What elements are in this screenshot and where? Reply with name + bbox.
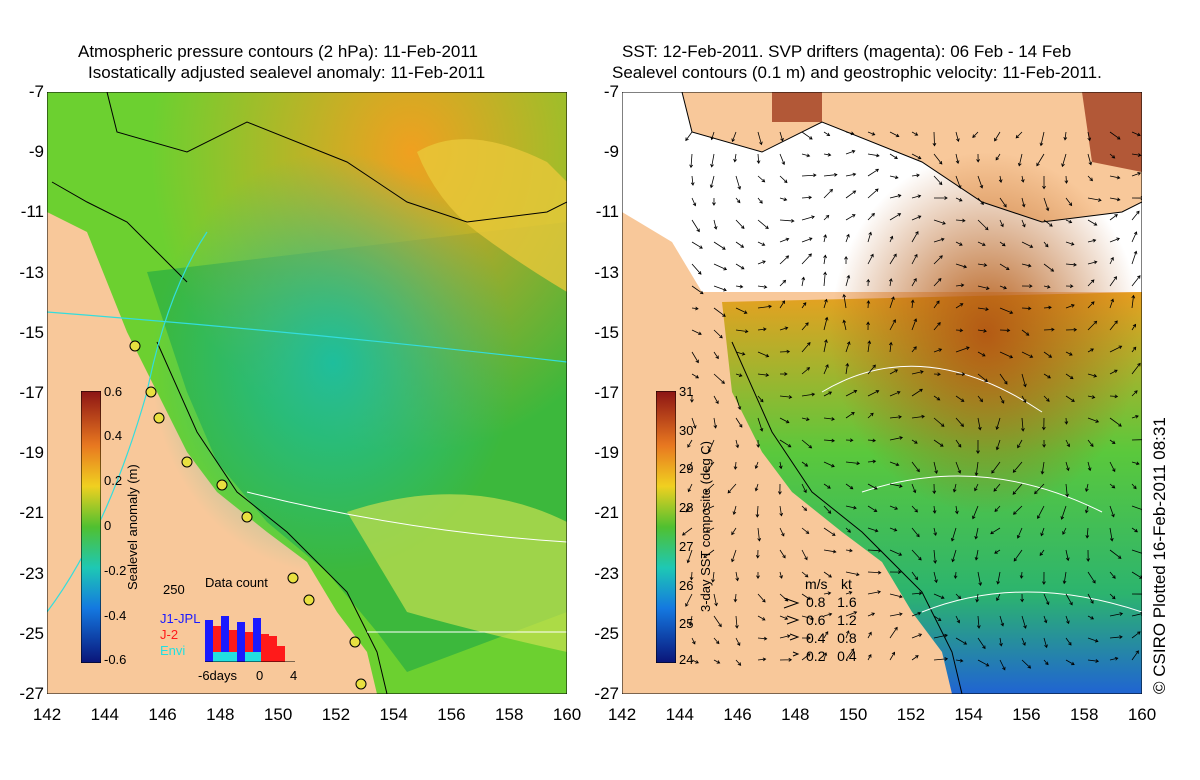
right-colorbar — [656, 391, 676, 663]
y-axis-label: -25 — [19, 623, 44, 643]
velocity-legend-arrows — [783, 597, 800, 657]
x-axis-label: 154 — [379, 705, 408, 724]
right-title-line2: Sealevel contours (0.1 m) and geostrophi… — [612, 63, 1102, 82]
x-axis-label: 152 — [896, 705, 926, 724]
x-axis-label: 156 — [1012, 705, 1041, 724]
x-axis-label: 158 — [495, 705, 524, 724]
left-colorbar — [81, 391, 101, 663]
velocity-row: 0.6 1.2 — [806, 612, 857, 628]
y-axis-label: -21 — [19, 503, 44, 523]
x-axis-label: 148 — [206, 705, 235, 724]
left-title-line1: Atmospheric pressure contours (2 hPa): 1… — [78, 42, 479, 61]
right-colorbar-tick: 27 — [679, 539, 694, 554]
y-axis-label: -17 — [594, 383, 619, 402]
right-title-line1: SST: 12-Feb-2011. SVP drifters (magenta)… — [622, 42, 1072, 61]
x-axis-label: 150 — [838, 705, 868, 724]
y-axis-label: -9 — [28, 142, 44, 162]
x-axis-label: 144 — [90, 705, 119, 724]
x-axis-label: 152 — [321, 705, 351, 724]
mission-j2: J-2 — [160, 627, 179, 642]
x-axis-label: 150 — [263, 705, 293, 724]
x-axis-label: 148 — [781, 705, 810, 724]
velocity-units-ms: m/s — [805, 576, 828, 592]
x-axis-label: 156 — [437, 705, 466, 724]
y-axis-label: -13 — [594, 262, 619, 282]
data-count-max: 250 — [163, 582, 185, 597]
y-axis-label: -27 — [19, 684, 44, 703]
velocity-row: 0.2 0.4 — [806, 648, 857, 664]
x-axis-label: 142 — [607, 705, 637, 724]
credit-text: © CSIRO Plotted 16-Feb-2011 08:31 — [1150, 417, 1169, 694]
left-colorbar-tick: 0.2 — [104, 473, 123, 488]
mission-envi: Envi — [160, 643, 186, 658]
right-colorbar-label: 3-day SST composite (deg C) — [698, 441, 713, 612]
y-axis-label: -9 — [603, 142, 619, 162]
right-sst-map — [622, 92, 1142, 694]
right-colorbar-tick: 24 — [679, 652, 694, 667]
right-colorbar-tick: 25 — [679, 616, 694, 631]
y-axis-label: -25 — [594, 623, 619, 643]
y-axis-label: -15 — [594, 322, 619, 342]
data-count-bars — [205, 616, 295, 662]
left-colorbar-tick: 0 — [104, 518, 112, 533]
right-colorbar-tick: 30 — [679, 423, 694, 438]
y-axis-label: -7 — [28, 82, 44, 101]
right-colorbar-tick: 31 — [679, 384, 694, 399]
y-axis-label: -23 — [594, 563, 619, 583]
velocity-row: 0.8 1.6 — [806, 594, 857, 610]
x-axis-label: 144 — [665, 705, 694, 724]
x-axis-label: 146 — [723, 705, 752, 724]
right-colorbar-tick: 29 — [679, 461, 694, 476]
days-axis-start: -6days — [198, 668, 238, 683]
left-colorbar-tick: -0.6 — [104, 652, 127, 667]
x-axis-label: 160 — [1127, 705, 1157, 724]
left-colorbar-label: Sealevel anomaly (m) — [125, 464, 140, 590]
right-colorbar-tick: 26 — [679, 578, 694, 593]
left-title-line2: Isostatically adjusted sealevel anomaly:… — [88, 63, 486, 82]
x-axis-label: 146 — [148, 705, 177, 724]
y-axis-label: -23 — [19, 563, 44, 583]
y-axis-label: -21 — [594, 503, 619, 523]
left-colorbar-tick: 0.4 — [104, 428, 123, 443]
mission-j1: J1-JPL — [160, 611, 201, 626]
left-colorbar-tick: -0.2 — [104, 563, 127, 578]
data-count-title: Data count — [205, 575, 268, 590]
x-axis-label: 142 — [32, 705, 62, 724]
y-axis-label: -15 — [19, 322, 44, 342]
left-sealevel-map — [47, 92, 567, 694]
y-axis-label: -13 — [19, 262, 44, 282]
left-colorbar-tick: 0.6 — [104, 384, 123, 399]
left-colorbar-tick: -0.4 — [104, 608, 127, 623]
velocity-units-kt: kt — [841, 576, 852, 592]
right-colorbar-tick: 28 — [679, 500, 694, 515]
y-axis-label: -17 — [19, 383, 44, 402]
days-axis-zero: 0 — [256, 668, 264, 683]
x-axis-label: 160 — [552, 705, 582, 724]
days-axis-end: 4 — [290, 668, 298, 683]
y-axis-label: -19 — [19, 443, 44, 463]
velocity-row: 0.4 0.8 — [806, 630, 857, 646]
x-axis-label: 158 — [1070, 705, 1099, 724]
y-axis-label: -11 — [595, 202, 619, 222]
y-axis-label: -19 — [594, 443, 619, 463]
y-axis-label: -27 — [594, 684, 619, 703]
y-axis-label: -11 — [20, 202, 44, 222]
x-axis-label: 154 — [954, 705, 983, 724]
y-axis-label: -7 — [603, 82, 619, 101]
